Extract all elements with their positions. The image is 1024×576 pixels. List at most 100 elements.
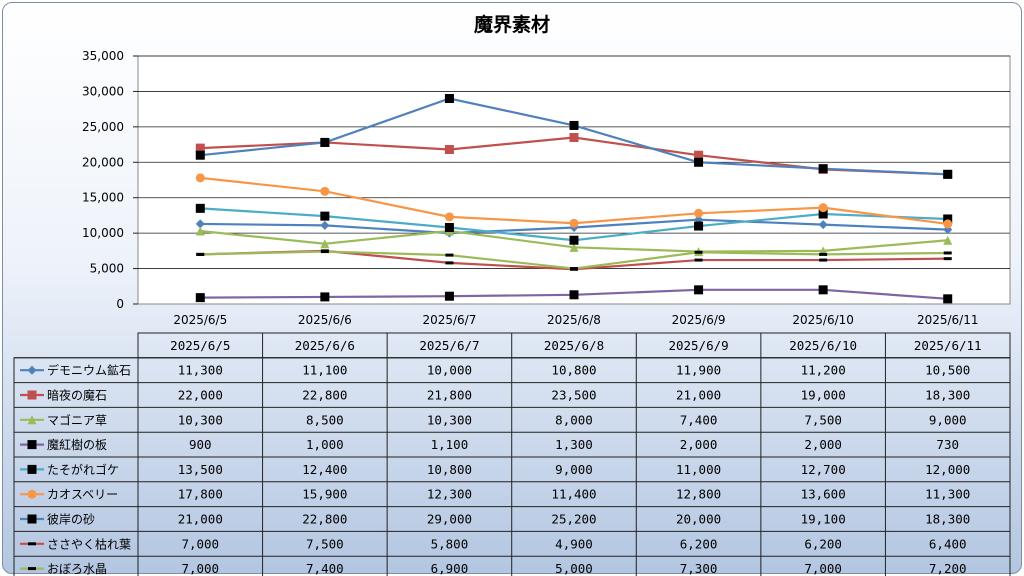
data-point	[569, 290, 579, 300]
table-cell: 5,800	[431, 536, 469, 551]
table-cell: 7,000	[181, 561, 219, 576]
series-7	[195, 94, 953, 179]
data-point	[570, 267, 578, 271]
data-point	[818, 164, 828, 174]
data-point	[818, 203, 828, 213]
data-point	[943, 214, 953, 224]
y-tick-label: 35,000	[82, 49, 124, 63]
table-header-cell: 2025/6/10	[789, 338, 857, 353]
table-cell: 11,100	[302, 363, 347, 378]
data-point	[569, 242, 579, 252]
table-cell: 10,300	[427, 412, 472, 427]
data-point	[694, 208, 704, 218]
table-header-cell: 2025/6/7	[419, 338, 479, 353]
table-cell: 1,300	[555, 437, 593, 452]
table-cell: 7,000	[181, 536, 219, 551]
table-row: マゴニア草 10,300 8,500 10,300 8,000 7,400 7,500 9,0…	[20, 412, 967, 427]
y-tick-label: 30,000	[82, 84, 124, 98]
table-cell: 10,300	[178, 412, 223, 427]
data-point	[569, 235, 579, 245]
data-point	[27, 440, 37, 450]
x-tick-label: 2025/6/5	[173, 313, 227, 327]
legend-label: 暗夜の魔石	[47, 388, 107, 403]
table-header-cell: 2025/6/6	[295, 338, 355, 353]
data-point	[27, 464, 37, 474]
table-cell: 7,500	[804, 412, 842, 427]
data-point	[569, 218, 579, 228]
series-4	[195, 285, 953, 304]
table-cell: 11,200	[801, 363, 846, 378]
table-cell: 29,000	[427, 512, 472, 527]
data-point	[27, 365, 37, 375]
table-cell: 11,000	[676, 462, 721, 477]
legend-label: マゴニア草	[47, 412, 107, 427]
table-cell: 21,000	[178, 512, 223, 527]
table-cell: 10,000	[427, 363, 472, 378]
x-tick-label: 2025/6/10	[792, 313, 854, 327]
table-cell: 12,400	[302, 462, 347, 477]
data-point	[943, 169, 953, 179]
data-point	[195, 203, 205, 213]
table-header-cell: 2025/6/9	[668, 338, 728, 353]
series-3	[195, 226, 953, 257]
table-cell: 7,300	[680, 561, 718, 576]
table-cell: 6,400	[929, 536, 967, 551]
table-cell: 25,200	[551, 512, 596, 527]
table-cell: 22,800	[302, 388, 347, 403]
table-cell: 8,500	[306, 412, 344, 427]
legend-label: カオスベリー	[47, 488, 118, 502]
table-cell: 13,500	[178, 462, 223, 477]
data-point	[444, 145, 454, 155]
data-point	[320, 239, 330, 249]
data-point	[195, 219, 205, 229]
table-cell: 9,000	[555, 462, 593, 477]
data-point	[444, 222, 454, 232]
data-point	[444, 94, 454, 104]
data-point	[569, 132, 579, 142]
table-row: デモニウム鉱石 11,300 11,100 10,000 10,800 11,900 11,…	[20, 363, 970, 378]
data-point	[195, 293, 205, 303]
table-row: 彼岸の砂 21,000 22,800 29,000 25,200 20,000 19,100…	[20, 512, 970, 527]
table-cell: 2,000	[680, 437, 718, 452]
table-cell: 19,000	[801, 388, 846, 403]
table-header-cell: 2025/6/11	[914, 338, 982, 353]
table-cell: 10,800	[551, 363, 596, 378]
data-point	[694, 250, 703, 254]
table-cell: 9,000	[929, 412, 967, 427]
table-cell: 21,000	[676, 388, 721, 403]
table-cell: 19,100	[801, 512, 846, 527]
data-point	[445, 253, 454, 257]
table-cell: 11,300	[925, 487, 970, 502]
legend-label: ささやく枯れ葉	[47, 536, 131, 551]
y-tick-label: 10,000	[82, 226, 124, 240]
data-point	[195, 143, 205, 153]
table-cell: 22,000	[178, 388, 223, 403]
table-cell: 23,500	[551, 388, 596, 403]
y-tick-label: 15,000	[82, 191, 124, 205]
data-point	[28, 542, 36, 546]
table-cell: 5,000	[555, 561, 593, 576]
table-cell: 12,000	[925, 462, 970, 477]
plot-area	[137, 55, 1011, 305]
table-cell: 11,900	[676, 363, 721, 378]
data-point	[195, 150, 205, 160]
table-cell: 6,200	[680, 536, 718, 551]
data-point	[943, 235, 953, 245]
data-point	[195, 173, 205, 183]
data-point	[444, 212, 454, 222]
table-cell: 10,500	[925, 363, 970, 378]
table-cell: 4,900	[555, 536, 593, 551]
table-cell: 7,500	[306, 536, 344, 551]
table-row: 魔紅樹の板 900 1,000 1,100 1,300 2,000 2,000 730	[20, 437, 959, 452]
x-tick-label: 2025/6/8	[547, 313, 601, 327]
table-cell: 22,800	[302, 512, 347, 527]
data-point	[943, 294, 953, 304]
legend-label: たそがれゴケ	[47, 462, 119, 477]
table-cell: 7,400	[680, 412, 718, 427]
table-cell: 18,300	[925, 512, 970, 527]
legend-label: 彼岸の砂	[47, 513, 95, 527]
table-cell: 17,800	[178, 487, 223, 502]
table-cell: 8,000	[555, 412, 593, 427]
legend-label: デモニウム鉱石	[47, 363, 131, 378]
